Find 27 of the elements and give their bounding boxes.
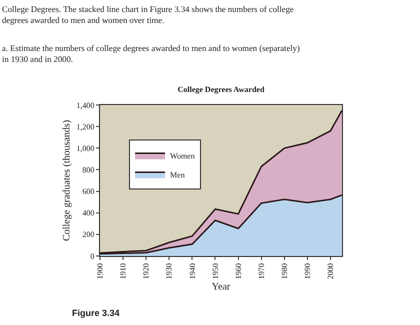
y-tick-label: 200 (82, 230, 94, 240)
x-tick-label: 1960 (234, 263, 243, 280)
y-tick-label: 800 (82, 166, 94, 175)
x-axis-title: Year (212, 282, 231, 293)
y-tick-label: 1,200 (76, 122, 94, 132)
y-tick-label: 1,400 (76, 100, 94, 110)
y-tick-label: 1,000 (76, 144, 94, 153)
y-tick-label: 400 (82, 208, 94, 218)
legend-label: Women (170, 151, 195, 160)
caption: Figure 3.34 (72, 308, 120, 318)
x-tick-label: 2000 (326, 263, 336, 280)
x-tick-label: 1970 (256, 263, 266, 280)
x-tick-label: 1940 (188, 263, 197, 280)
x-tick-label: 1910 (118, 263, 128, 280)
text: College Degrees. The stacked line chart in Figure 3.34 shows the numbers of college degrees awarded to men and women over time. (2, 4, 294, 26)
y-tick-label: 0 (90, 252, 94, 261)
text: a. Estimate the numbers of college degrees awarded to men and to women (separately) in 1930 and in 2000. (2, 43, 300, 64)
y-axis-title: College graduates (thousands) (61, 120, 72, 242)
x-tick-label: 1900 (96, 263, 105, 280)
x-tick-label: 1980 (280, 263, 289, 280)
x-tick-label: 1990 (303, 263, 312, 280)
x-tick-label: 1950 (210, 263, 220, 280)
x-tick-label: 1930 (164, 263, 174, 280)
legend-label: Men (170, 170, 185, 180)
chart-title: College Degrees Awarded (178, 85, 265, 94)
x-tick-label: 1920 (142, 263, 151, 280)
y-tick-label: 600 (82, 187, 94, 196)
